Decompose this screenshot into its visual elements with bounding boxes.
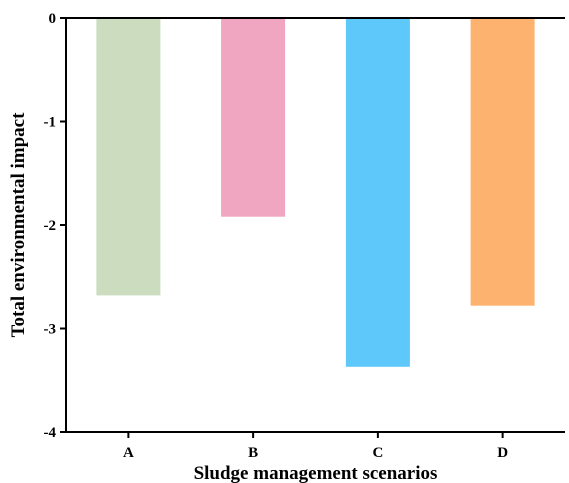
x-tick-label: D xyxy=(497,445,508,461)
bar-D xyxy=(470,18,535,306)
x-tick-label: A xyxy=(123,445,134,461)
y-tick-label: 0 xyxy=(49,11,57,27)
bar-A xyxy=(96,18,161,296)
x-axis-title: Sludge management scenarios xyxy=(194,463,438,483)
y-axis-title: Total environmental impact xyxy=(8,112,29,338)
bars-group xyxy=(96,18,535,367)
y-tick-label: -1 xyxy=(44,115,57,131)
bar-B xyxy=(221,18,286,217)
x-axis-ticks: A B C D xyxy=(66,431,565,461)
y-tick-label: -4 xyxy=(44,425,57,441)
x-tick-label: C xyxy=(372,445,383,461)
y-tick-label: -2 xyxy=(44,218,57,234)
x-tick-label: B xyxy=(248,445,258,461)
y-tick-label: -3 xyxy=(44,322,57,338)
y-axis-ticks: 0 -1 -2 -3 -4 xyxy=(44,11,66,441)
bar-C xyxy=(345,18,410,367)
